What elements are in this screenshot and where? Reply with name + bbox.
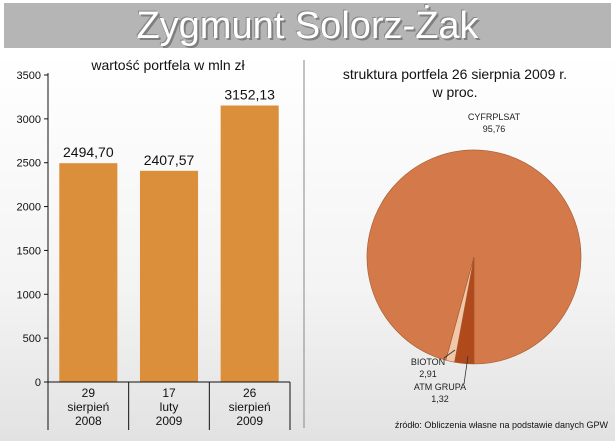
- bar-axes: [47, 73, 291, 430]
- bar-chart-title: wartość portfela w mln zł: [90, 57, 245, 73]
- bar: [59, 163, 118, 382]
- pie-value-bioton: 2,91: [419, 369, 437, 379]
- bar-category-label: sierpień: [229, 400, 271, 414]
- y-tick-label: 2000: [17, 202, 41, 214]
- pie-value-cyfrplsat: 95,76: [483, 124, 506, 134]
- bar-category-label: 17: [162, 386, 176, 400]
- pie-series: [366, 149, 582, 365]
- pie-chart-title-line-1: struktura portfela 26 sierpnia 2009 r.: [343, 66, 567, 82]
- bar-category-label: 2008: [75, 414, 102, 428]
- title-banner: Zygmunt Solorz-Żak: [4, 3, 611, 48]
- y-tick-label: 1000: [17, 289, 41, 301]
- bar-value-label: 2407,57: [144, 152, 195, 168]
- y-tick-label: 1500: [17, 245, 41, 257]
- bar-value-label: 3152,13: [224, 87, 275, 103]
- pie-value-atm: 1,32: [431, 394, 449, 404]
- main-title: Zygmunt Solorz-Żak: [136, 5, 479, 47]
- source-note: źródło: Obliczenia własne na podstawie d…: [395, 420, 609, 430]
- bar-category-label: 29: [82, 386, 96, 400]
- pie-leader-atm: [463, 355, 469, 385]
- y-tick-label: 3000: [17, 114, 41, 126]
- pie-leader-bioton: [443, 349, 456, 359]
- bar-category-label: 26: [243, 386, 257, 400]
- bar-category-label: 2009: [236, 414, 263, 428]
- pie-label-atm: ATM GRUPA: [414, 382, 466, 392]
- bar: [220, 105, 279, 382]
- bar-series: [59, 105, 279, 382]
- y-tick-label: 0: [35, 377, 41, 389]
- bar-y-axis-ticks: 0 500 1000 1500 2000 2500 3000 3500: [17, 70, 48, 389]
- y-tick-label: 3500: [17, 70, 41, 82]
- pie-chart-title-line-2: w proc.: [431, 84, 477, 100]
- pie-label-cyfrplsat: CYFRPLSAT: [468, 112, 521, 122]
- bar-value-label: 2494,70: [63, 144, 114, 160]
- bar-category-label: luty: [160, 400, 179, 414]
- y-tick-label: 500: [23, 333, 41, 345]
- pie-slice-atm: [445, 256, 475, 363]
- pie-label-bioton: BIOTON: [411, 357, 445, 367]
- y-tick-label: 2500: [17, 158, 41, 170]
- bar-value-labels: 2494,70 2407,57 3152,13: [63, 87, 275, 168]
- bar-category-label: 2009: [156, 414, 183, 428]
- bar: [139, 170, 199, 382]
- bar-category-label: sierpień: [67, 400, 109, 414]
